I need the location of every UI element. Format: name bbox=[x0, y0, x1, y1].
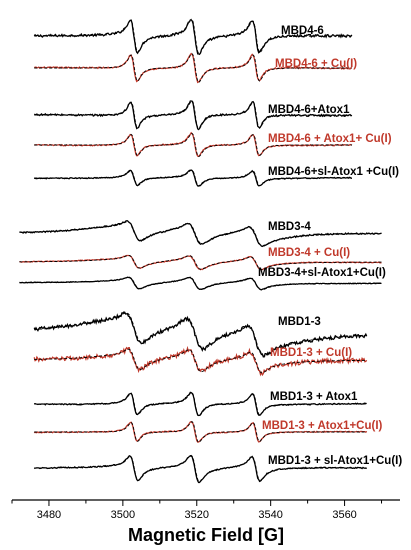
simulation-line bbox=[19, 255, 382, 271]
series-label: MBD3-4 bbox=[268, 221, 311, 233]
series-label: MBD4-6 + Atox1+ Cu(I) bbox=[268, 133, 392, 145]
x-tick-label: 3520 bbox=[185, 509, 209, 521]
simulation-line bbox=[34, 18, 352, 55]
series-line bbox=[19, 220, 382, 248]
spectrum-trace-2: MBD4-6 + Cu(I) bbox=[34, 52, 357, 84]
series-label: MBD1-3 + sl-Atox1+Cu(I) bbox=[268, 455, 402, 467]
spectrum-trace-12: MBD1-3 + Atox1+Cu(I) bbox=[33, 420, 383, 443]
simulation-line bbox=[34, 392, 367, 417]
simulation-line bbox=[34, 132, 352, 158]
spectrum-trace-11: MBD1-3 + Atox1 bbox=[34, 391, 367, 417]
spectrum-trace-8: MBD3-4+sl-Atox1+Cu(I) bbox=[19, 267, 386, 291]
simulation-line bbox=[34, 348, 367, 374]
simulation-line bbox=[34, 169, 352, 187]
spectrum-trace-3: MBD4-6+Atox1 bbox=[33, 100, 353, 131]
spectrum-trace-9: MBD1-3 bbox=[33, 311, 368, 358]
simulation-line bbox=[34, 454, 367, 483]
spectrum-trace-1: MBD4-6 bbox=[33, 18, 353, 56]
series-label: MBD4-6+Atox1 bbox=[268, 104, 350, 116]
series-label: MBD1-3 bbox=[278, 316, 321, 328]
spectrum-trace-4: MBD4-6 + Atox1+ Cu(I) bbox=[33, 131, 392, 158]
x-tick-label: 3560 bbox=[332, 509, 356, 521]
x-tick-label: 3480 bbox=[37, 509, 61, 521]
simulation-line bbox=[19, 276, 382, 291]
x-tick-label: 3500 bbox=[111, 509, 135, 521]
series-label: MBD3-4+sl-Atox1+Cu(I) bbox=[258, 267, 386, 279]
x-axis-title: Magnetic Field [G] bbox=[128, 525, 284, 545]
spectrum-trace-5: MBD4-6+sl-Atox1 +Cu(I) bbox=[33, 166, 399, 187]
series-line bbox=[33, 311, 368, 358]
spectrum-trace-7: MBD3-4 + Cu(I) bbox=[19, 247, 382, 271]
series-label: MBD3-4 + Cu(I) bbox=[268, 247, 350, 259]
simulation-line bbox=[19, 221, 382, 247]
series-line bbox=[33, 131, 353, 158]
series-label: MBD4-6 + Cu(I) bbox=[275, 58, 357, 70]
simulation-line bbox=[34, 53, 352, 83]
x-tick-label: 3540 bbox=[258, 509, 282, 521]
series-label: MBD4-6 bbox=[281, 25, 324, 37]
series-line bbox=[33, 345, 368, 377]
series-label: MBD1-3 + Atox1 bbox=[270, 391, 358, 403]
spectrum-trace-13: MBD1-3 + sl-Atox1+Cu(I) bbox=[33, 454, 402, 484]
simulation-line bbox=[34, 100, 352, 130]
simulation-line bbox=[34, 312, 367, 357]
series-line bbox=[19, 276, 382, 291]
series-label: MBD1-3 + Cu(I) bbox=[270, 347, 352, 359]
spectrum-trace-6: MBD3-4 bbox=[19, 220, 382, 248]
series-label: MBD4-6+sl-Atox1 +Cu(I) bbox=[268, 166, 399, 178]
simulation-line bbox=[34, 421, 367, 443]
spectrum-trace-10: MBD1-3 + Cu(I) bbox=[33, 345, 368, 377]
series-label: MBD1-3 + Atox1+Cu(I) bbox=[262, 420, 383, 432]
